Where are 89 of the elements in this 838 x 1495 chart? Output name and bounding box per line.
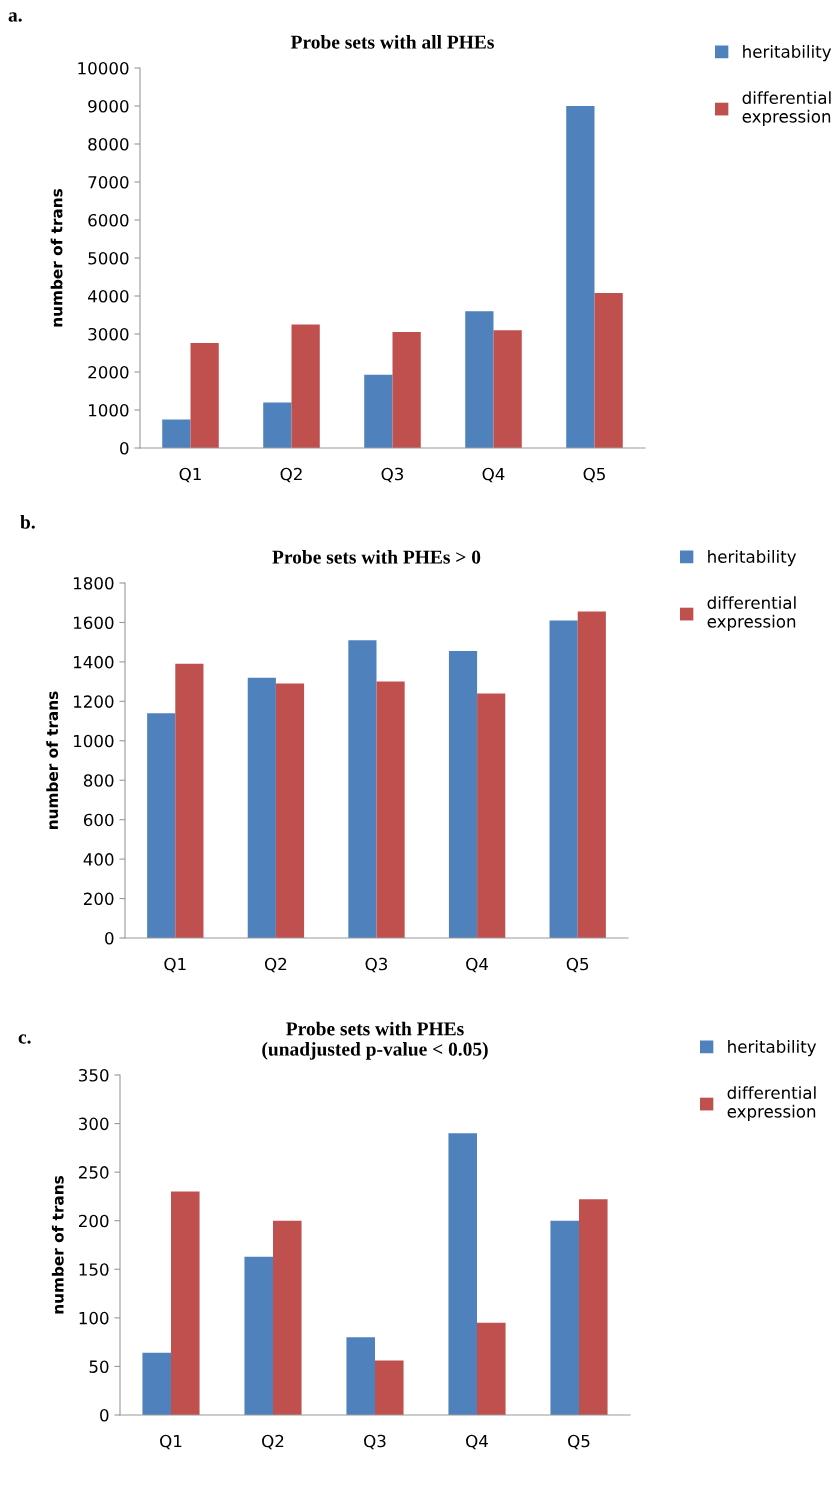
y-tick-label: 1200 <box>74 695 114 708</box>
y-tick-label: 8000 <box>88 137 129 151</box>
y-tick-label: 0 <box>120 441 129 455</box>
y-tick-label: 100 <box>79 1311 109 1325</box>
y-tick-label: 50 <box>89 1360 109 1373</box>
y-tick-label: 200 <box>78 1214 109 1228</box>
bar <box>375 1360 404 1415</box>
y-tick-label: 300 <box>79 1117 109 1131</box>
bar <box>244 1256 273 1415</box>
bar <box>171 1191 200 1415</box>
legend-label: differential expression <box>727 1086 816 1121</box>
bar <box>579 1199 608 1415</box>
x-tick-label: Q2 <box>264 957 287 973</box>
y-tick-label: 800 <box>83 774 114 787</box>
x-tick-label: Q1 <box>164 957 186 973</box>
legend-label: heritability <box>728 1040 817 1057</box>
y-tick-label: 0 <box>105 931 114 945</box>
y-tick-label: 1600 <box>74 616 114 630</box>
y-tick-label: 1000 <box>89 403 129 417</box>
bar <box>477 693 506 938</box>
legend-label: heritability <box>708 550 797 567</box>
y-tick-label: 400 <box>83 853 114 866</box>
bar <box>465 311 494 448</box>
y-tick-label: 1800 <box>74 576 114 590</box>
x-tick-label: Q4 <box>466 1434 488 1450</box>
y-tick-label: 350 <box>79 1068 109 1082</box>
y-tick-label: 250 <box>78 1166 109 1179</box>
x-tick-label: Q5 <box>583 467 605 483</box>
x-tick-label: Q4 <box>482 467 505 483</box>
bar <box>448 1133 477 1415</box>
y-tick-label: 5000 <box>88 251 129 265</box>
legend-label: heritability <box>743 45 832 62</box>
bar <box>550 1220 579 1415</box>
bar <box>477 1322 506 1415</box>
x-tick-label: Q2 <box>262 1434 284 1450</box>
bar <box>364 374 393 448</box>
y-tick-label: 7000 <box>88 175 129 189</box>
y-tick-label: 200 <box>83 892 114 906</box>
x-tick-label: Q2 <box>280 467 302 483</box>
bar <box>549 620 578 938</box>
y-tick-label: 1000 <box>74 734 114 748</box>
y-tick-label: 2000 <box>88 365 129 379</box>
bar <box>247 677 276 938</box>
x-tick-label: Q3 <box>381 467 404 483</box>
legend-label: differential expression <box>742 91 831 126</box>
x-tick-label: Q5 <box>566 957 589 973</box>
bar <box>348 640 377 938</box>
y-axis-title: number of trans <box>50 189 63 327</box>
chart-title: Probe sets with PHEs (unadjusted p-value < 0.05) <box>262 1021 488 1060</box>
bar <box>142 1352 171 1415</box>
y-tick-label: 150 <box>79 1263 109 1276</box>
y-tick-label: 600 <box>83 813 114 827</box>
y-tick-label: 1400 <box>74 655 114 669</box>
bar <box>392 332 421 448</box>
bar <box>190 343 219 448</box>
bar <box>566 106 595 448</box>
bar <box>147 713 176 938</box>
bar <box>175 663 204 938</box>
x-tick-label: Q5 <box>568 1434 590 1450</box>
x-tick-label: Q3 <box>365 957 388 973</box>
bar <box>448 651 478 938</box>
x-tick-label: Q1 <box>160 1434 182 1450</box>
y-axis-title: number of trans <box>46 691 59 829</box>
y-tick-label: 4000 <box>87 289 129 303</box>
bar <box>162 419 191 448</box>
bar <box>376 681 405 938</box>
y-axis-title: number of trans <box>51 1176 64 1314</box>
bar <box>275 683 305 938</box>
bar <box>577 611 606 938</box>
chart-title: Probe sets with all PHEs <box>290 35 494 49</box>
text: a. <box>8 12 22 22</box>
chart-title: Probe sets with PHEs > 0 <box>272 550 481 564</box>
y-tick-label: 3000 <box>88 327 129 341</box>
x-tick-label: Q4 <box>466 957 489 973</box>
x-tick-label: Q3 <box>364 1434 386 1450</box>
text: b. <box>20 515 35 529</box>
bar <box>346 1337 375 1415</box>
x-tick-label: Q1 <box>179 467 201 483</box>
bar <box>291 324 320 448</box>
bar <box>263 402 292 448</box>
text: c. <box>18 1034 31 1044</box>
bar <box>493 330 522 448</box>
y-tick-label: 9000 <box>88 99 129 113</box>
legend-label: differential expression <box>707 596 796 631</box>
y-tick-label: 6000 <box>88 213 129 227</box>
bar <box>594 292 623 448</box>
y-tick-label: 0 <box>100 1408 109 1422</box>
y-tick-label: 10000 <box>78 61 129 75</box>
bar <box>273 1220 302 1415</box>
